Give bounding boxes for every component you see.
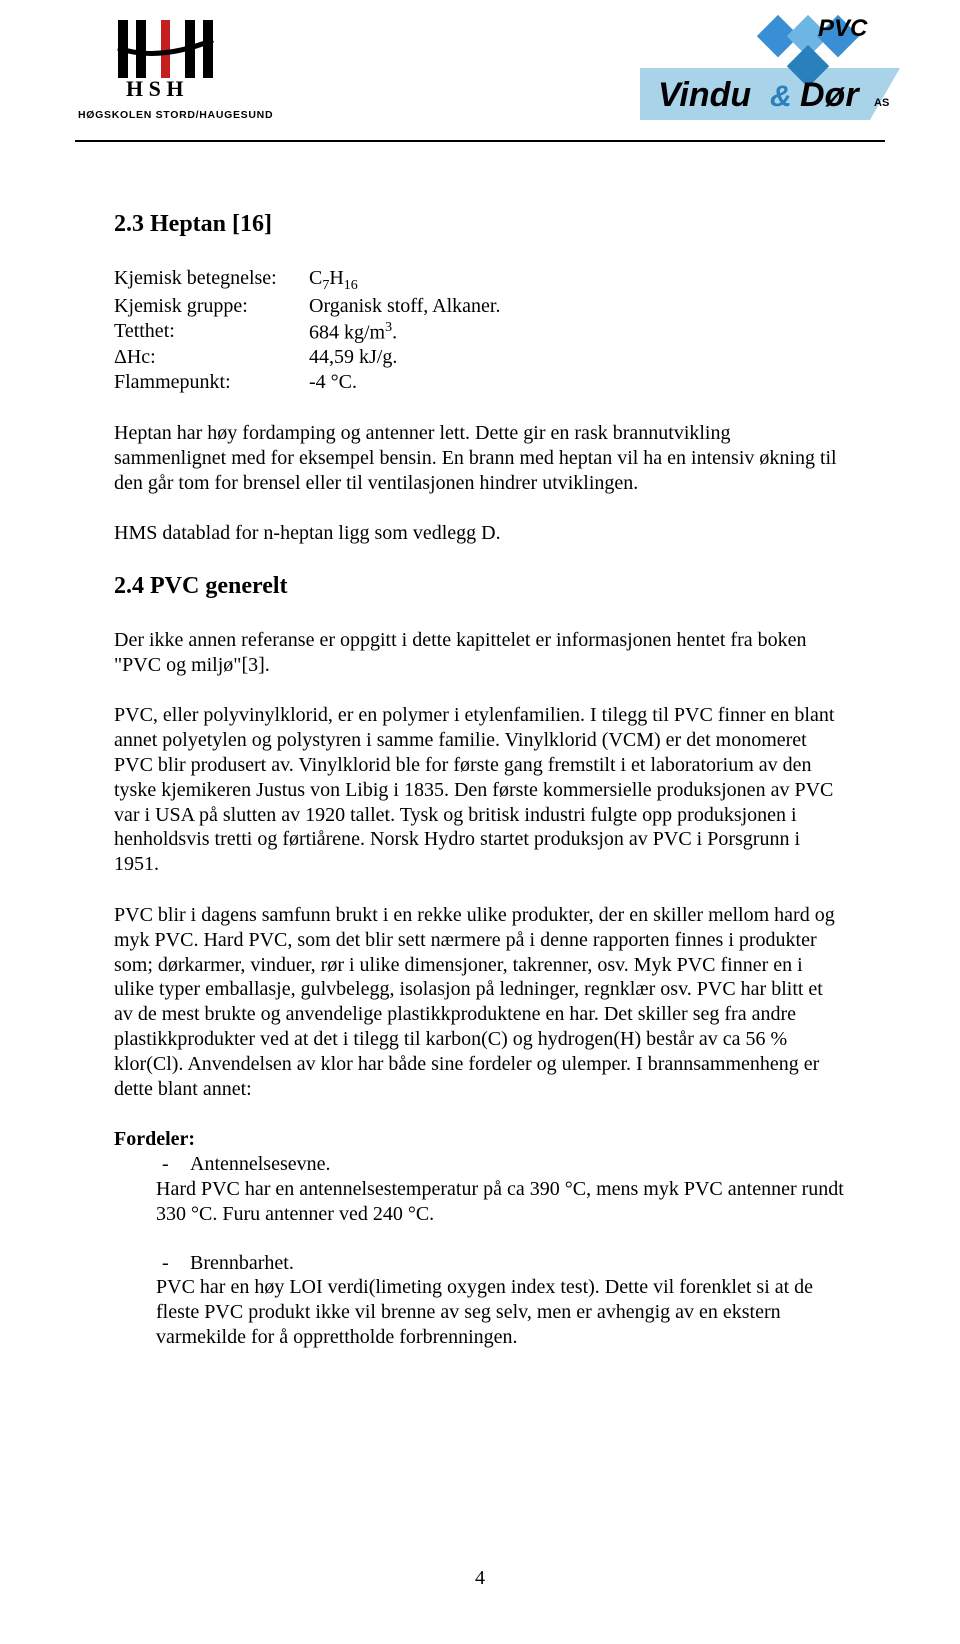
prop-label: Flammepunkt: [114,370,309,395]
logo-vindu-text: Vindu [658,76,751,114]
logo-vindu-dor: PVC Vindu & Dør AS [640,6,900,141]
prop-row: ΔHc: 44,59 kJ/g. [114,345,846,370]
list-item-title: Brennbarhet. [190,1252,294,1274]
list-heading: Fordeler: [114,1127,846,1152]
logo-as-text: AS [874,97,889,109]
paragraph: Der ikke annen referanse er oppgitt i de… [114,628,846,678]
header-rule [75,140,885,142]
paragraph: HMS datablad for n-heptan ligg som vedle… [114,521,846,546]
prop-label: Tetthet: [114,319,309,345]
logo-dor-text: Dør [800,76,860,114]
list-item: - Brennbarhet. [114,1251,846,1276]
logo-hsh-subtext: HØGSKOLEN STORD/HAUGESUND [78,109,273,121]
paragraph: PVC blir i dagens samfunn brukt i en rek… [114,903,846,1101]
paragraph: Heptan har høy fordamping og antenner le… [114,421,846,495]
list-item-title: Antennelsesevne. [190,1153,331,1175]
logo-pvc-text: PVC [818,15,868,42]
prop-row: Kjemisk gruppe: Organisk stoff, Alkaner. [114,294,846,319]
prop-value: 44,59 kJ/g. [309,345,397,370]
list-item-body: PVC har en høy LOI verdi(limeting oxygen… [114,1275,846,1349]
prop-value: Organisk stoff, Alkaner. [309,294,500,319]
prop-row: Kjemisk betegnelse: C7H16 [114,266,846,294]
paragraph: PVC, eller polyvinylklorid, er en polyme… [114,703,846,877]
list-item-body: Hard PVC har en antennelsestemperatur på… [114,1177,846,1227]
logo-amp-text: & [770,80,792,113]
section-heading-heptan: 2.3 Heptan [16] [114,210,846,240]
advantages-list: Fordeler: - Antennelsesevne. Hard PVC ha… [114,1127,846,1349]
logo-hsh: H S H HØGSKOLEN STORD/HAUGESUND [78,18,278,133]
prop-label: ΔHc: [114,345,309,370]
prop-value: C7H16 [309,266,358,294]
page-number: 4 [0,1567,960,1590]
page-header: H S H HØGSKOLEN STORD/HAUGESUND PVC Vind… [0,0,960,170]
properties-table: Kjemisk betegnelse: C7H16 Kjemisk gruppe… [114,266,846,395]
prop-label: Kjemisk gruppe: [114,294,309,319]
prop-row: Flammepunkt: -4 °C. [114,370,846,395]
page-content: 2.3 Heptan [16] Kjemisk betegnelse: C7H1… [0,170,960,1350]
prop-row: Tetthet: 684 kg/m3. [114,319,846,345]
prop-label: Kjemisk betegnelse: [114,266,309,294]
prop-value: 684 kg/m3. [309,319,397,345]
list-item: - Antennelsesevne. [114,1152,846,1177]
dash-icon: - [162,1251,169,1276]
logo-hsh-text: H S H [126,76,183,101]
dash-icon: - [162,1152,169,1177]
section-heading-pvc: 2.4 PVC generelt [114,572,846,602]
prop-value: -4 °C. [309,370,357,395]
